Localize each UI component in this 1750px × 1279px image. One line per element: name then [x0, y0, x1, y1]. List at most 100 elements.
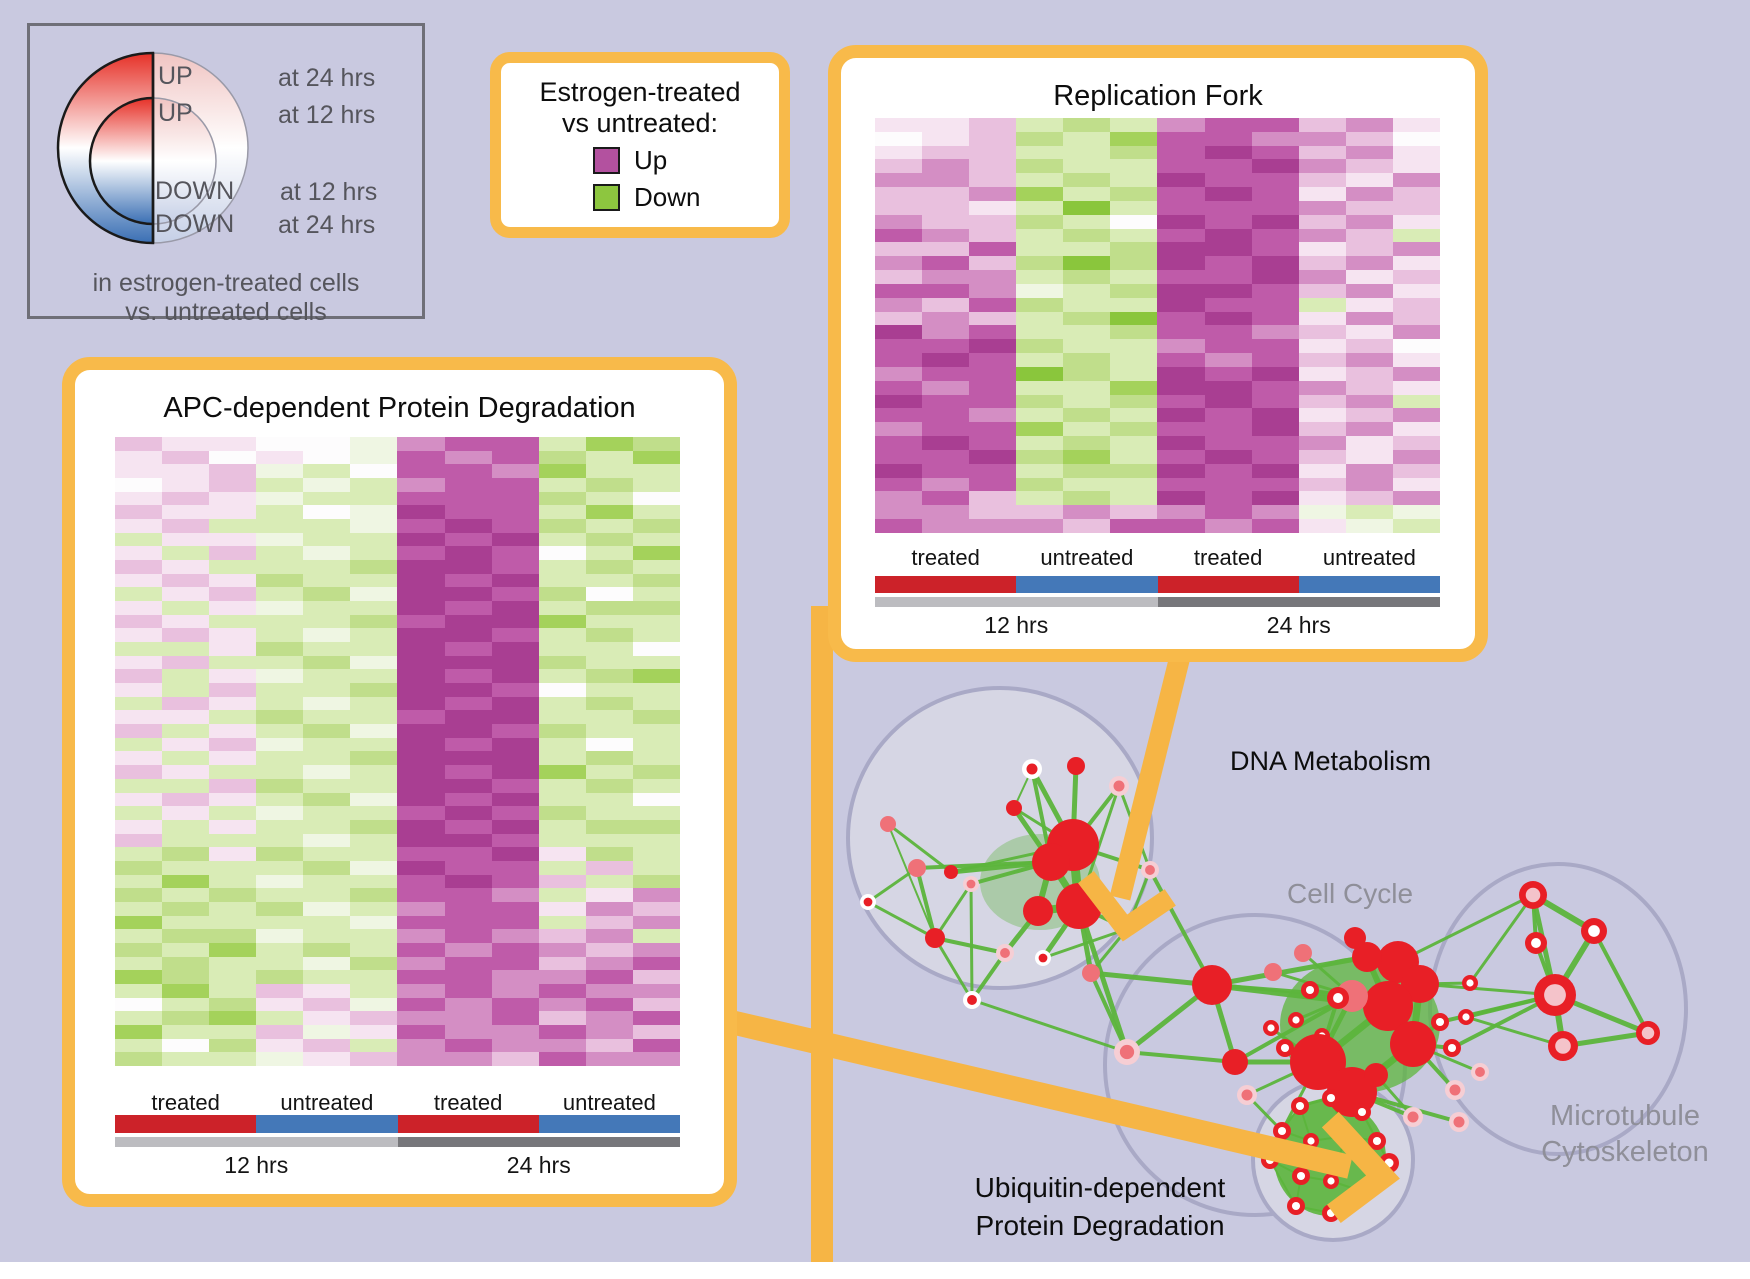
heatmap-cell	[397, 792, 445, 807]
heatmap-cell	[922, 297, 970, 312]
heatmap-cell	[115, 737, 163, 752]
heatmap-cell	[256, 437, 304, 451]
heatmap-cell	[256, 669, 304, 684]
heatmap-cell	[1016, 270, 1064, 284]
heatmap-cell	[922, 353, 970, 367]
heatmap-cell	[209, 806, 257, 820]
heatmap-cell	[538, 751, 586, 766]
heatmap-cell	[1251, 436, 1299, 450]
heatmap-cell	[922, 408, 970, 423]
heatmap-cell	[162, 560, 210, 574]
heatmap-cell	[875, 270, 923, 284]
heatmap-cell	[397, 1024, 445, 1039]
legend-note-line1: in estrogen-treated cells	[92, 269, 360, 297]
heatmap-cell	[585, 478, 633, 492]
heatmap-cell	[1110, 311, 1158, 326]
heatmap-cell	[209, 669, 257, 684]
heatmap-cell	[397, 505, 445, 520]
heatmap-cell	[1392, 118, 1440, 132]
heatmap-cell	[115, 860, 163, 875]
heatmap-cell	[350, 983, 398, 998]
heatmap-cell	[1345, 159, 1393, 174]
heatmap-cell	[491, 806, 539, 820]
heatmap-cell	[875, 311, 923, 326]
heatmap-cell	[491, 1024, 539, 1039]
heatmap-cell	[115, 819, 163, 834]
network-edge	[1088, 970, 1215, 988]
bar-12hrs	[875, 597, 1158, 607]
heatmap-cell	[1157, 283, 1205, 298]
heatmap-cell	[1063, 366, 1111, 381]
heatmap-cell	[209, 792, 257, 807]
heatmap-cell	[1345, 408, 1393, 423]
heatmap-cell	[1110, 519, 1158, 533]
heatmap-cell	[875, 297, 923, 312]
heatmap-cell	[922, 159, 970, 174]
heatmap-cell	[256, 683, 304, 697]
heatmap-cell	[1016, 214, 1064, 229]
heatmap-cell	[1345, 131, 1393, 146]
heatmap-cell	[1345, 394, 1393, 409]
heatmap-cell	[162, 478, 210, 492]
heatmap-cell	[397, 628, 445, 643]
heatmap-cell	[1063, 214, 1111, 229]
heatmap-cell	[969, 491, 1017, 506]
heatmap-cell	[875, 366, 923, 381]
heatmap-cell	[350, 806, 398, 820]
heatmap-cell	[162, 751, 210, 766]
heatmap-cell	[632, 819, 680, 834]
heatmap-cell	[538, 860, 586, 875]
heatmap-cell	[922, 325, 970, 340]
network-node-core	[1305, 985, 1315, 995]
heatmap-cell	[538, 450, 586, 465]
heatmap-cell	[632, 669, 680, 684]
heatmap-cell	[632, 491, 680, 506]
heatmap-cell	[115, 1011, 163, 1025]
heatmap-cell	[1251, 353, 1299, 367]
heatmap-cell	[1345, 325, 1393, 340]
heatmap-cell	[115, 710, 163, 725]
heatmap-cell	[1016, 449, 1064, 464]
time-label: 24 hrs	[506, 1152, 571, 1178]
heatmap-cell	[922, 145, 970, 160]
network-edge	[886, 822, 953, 874]
heatmap-cell	[1251, 159, 1299, 174]
heatmap-cell	[115, 1024, 163, 1039]
heatmap-cell	[397, 847, 445, 861]
heatmap-cell	[303, 573, 351, 588]
heatmap-cell	[115, 1052, 163, 1066]
heatmap-cell	[350, 956, 398, 971]
heatmap-cell	[444, 532, 492, 547]
heatmap-cell	[1063, 505, 1111, 520]
heatmap-cell	[1157, 270, 1205, 284]
heatmap-cell	[162, 792, 210, 807]
heatmap-cell	[491, 970, 539, 984]
heatmap-cell	[585, 819, 633, 834]
legend-item-label: Up	[634, 145, 668, 175]
network-node-core	[1333, 993, 1343, 1003]
heatmap-cell	[162, 491, 210, 506]
heatmap-cell	[585, 560, 633, 574]
heatmap-cell	[162, 519, 210, 533]
heatmap-cell	[1110, 187, 1158, 201]
heatmap-cell	[1251, 325, 1299, 340]
heatmap-cell	[115, 437, 163, 451]
heatmap-cell	[209, 874, 257, 889]
heatmap-cell	[1392, 339, 1440, 354]
heatmap-cell	[1345, 449, 1393, 464]
heatmap-cell	[585, 683, 633, 697]
heatmap-cell	[1110, 339, 1158, 354]
heatmap-cell	[1157, 505, 1205, 520]
heatmap-cell	[444, 464, 492, 479]
heatmap-cell	[303, 587, 351, 602]
heatmap-cell	[1157, 173, 1205, 188]
heatmap-cell	[303, 806, 351, 820]
heatmap-cell	[1157, 394, 1205, 409]
heatmap-cell	[350, 560, 398, 574]
heatmap-cell	[1392, 311, 1440, 326]
heatmap-cell	[303, 956, 351, 971]
heatmap-cell	[1110, 449, 1158, 464]
network-node-core	[1296, 1171, 1306, 1181]
heatmap-cell	[1016, 311, 1064, 326]
heatmap-cell	[491, 819, 539, 834]
